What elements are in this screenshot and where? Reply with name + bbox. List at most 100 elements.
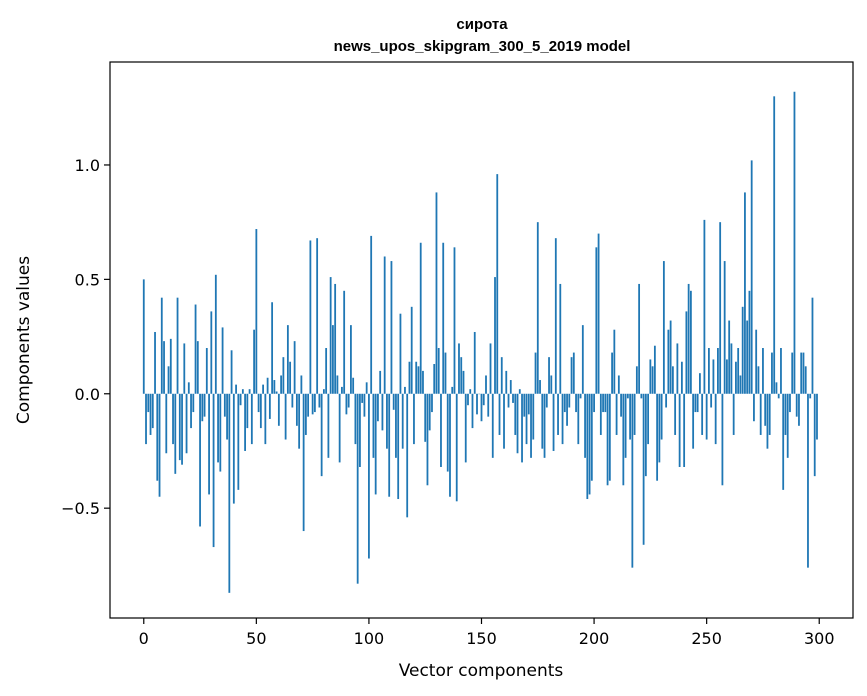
bar-95 xyxy=(356,393,359,584)
bar-123 xyxy=(419,242,422,394)
bar-44 xyxy=(241,389,244,394)
x-axis-label: Vector components xyxy=(399,661,564,681)
bar-183 xyxy=(554,238,557,394)
bar-296 xyxy=(809,393,812,399)
bar-165 xyxy=(514,393,517,435)
bar-130 xyxy=(435,192,438,394)
bar-284 xyxy=(782,393,785,490)
bar-99 xyxy=(365,382,368,394)
x-tick-label: 300 xyxy=(804,629,835,648)
bar-269 xyxy=(748,290,751,394)
bar-5 xyxy=(154,331,156,394)
bar-171 xyxy=(527,393,530,415)
bar-112 xyxy=(395,393,397,458)
bar-56 xyxy=(268,393,271,419)
bar-158 xyxy=(498,393,501,435)
bar-241 xyxy=(685,311,688,394)
bar-227 xyxy=(653,345,656,394)
bar-114 xyxy=(399,313,402,394)
x-tick-label: 100 xyxy=(354,629,385,648)
bar-60 xyxy=(277,393,280,426)
bar-40 xyxy=(232,393,235,504)
bar-190 xyxy=(570,357,573,394)
bar-136 xyxy=(449,393,451,497)
bar-292 xyxy=(800,352,803,394)
bar-243 xyxy=(689,290,692,394)
bar-297 xyxy=(811,297,814,394)
bar-134 xyxy=(444,352,447,394)
bar-252 xyxy=(710,393,713,408)
plot-frame xyxy=(109,61,854,619)
bar-17 xyxy=(181,393,183,465)
bar-4 xyxy=(151,393,154,429)
bar-246 xyxy=(696,393,699,413)
bar-294 xyxy=(804,366,807,394)
bar-81 xyxy=(325,348,328,394)
bar-92 xyxy=(350,325,352,394)
bar-189 xyxy=(568,393,571,408)
bar-30 xyxy=(210,311,213,394)
bar-145 xyxy=(469,389,472,394)
bar-124 xyxy=(422,370,424,394)
bar-121 xyxy=(415,361,418,394)
bar-188 xyxy=(566,393,568,426)
bar-228 xyxy=(656,393,659,481)
bar-267 xyxy=(744,192,746,394)
bar-47 xyxy=(248,389,251,394)
bar-71 xyxy=(302,393,305,532)
bar-91 xyxy=(347,393,350,408)
bar-166 xyxy=(516,393,519,454)
bar-87 xyxy=(338,393,341,463)
bar-119 xyxy=(410,306,413,394)
bar-204 xyxy=(602,393,604,413)
bar-293 xyxy=(802,352,805,394)
bar-205 xyxy=(604,393,607,413)
bar-67 xyxy=(293,341,296,394)
bar-53 xyxy=(262,384,264,394)
bar-45 xyxy=(244,393,246,451)
bar-278 xyxy=(768,393,771,435)
bar-36 xyxy=(223,393,226,417)
bar-153 xyxy=(487,393,490,417)
bar-14 xyxy=(174,393,177,474)
bar-237 xyxy=(676,343,679,394)
bar-254 xyxy=(714,393,717,445)
bar-11 xyxy=(167,366,170,394)
bar-51 xyxy=(257,393,260,413)
bar-103 xyxy=(374,393,377,495)
y-tick-label: 0.5 xyxy=(75,270,100,289)
bar-57 xyxy=(271,302,274,394)
bar-38 xyxy=(228,393,231,593)
bar-140 xyxy=(458,343,460,394)
bar-270 xyxy=(750,160,753,394)
bar-193 xyxy=(577,393,580,445)
bar-131 xyxy=(437,348,440,394)
bar-257 xyxy=(721,393,724,486)
bar-31 xyxy=(212,393,215,548)
bar-133 xyxy=(442,242,445,394)
bar-105 xyxy=(379,370,382,394)
bar-298 xyxy=(813,393,816,477)
bar-277 xyxy=(766,393,769,449)
y-tick-label: 1.0 xyxy=(75,156,100,175)
bar-102 xyxy=(372,393,375,458)
bar-80 xyxy=(322,389,325,394)
bar-279 xyxy=(771,352,773,394)
bar-58 xyxy=(273,380,276,394)
bar-244 xyxy=(692,393,695,449)
bar-129 xyxy=(433,364,436,394)
bar-98 xyxy=(363,393,366,417)
bar-107 xyxy=(383,256,386,394)
bar-146 xyxy=(471,393,474,429)
x-tick-label: 150 xyxy=(466,629,497,648)
bar-94 xyxy=(354,393,357,445)
bar-76 xyxy=(313,393,316,413)
bar-70 xyxy=(300,375,303,394)
bar-264 xyxy=(737,348,740,394)
bar-37 xyxy=(226,393,228,440)
bar-151 xyxy=(482,393,485,406)
bar-219 xyxy=(635,366,638,394)
bar-167 xyxy=(518,389,521,394)
bar-263 xyxy=(735,361,737,394)
